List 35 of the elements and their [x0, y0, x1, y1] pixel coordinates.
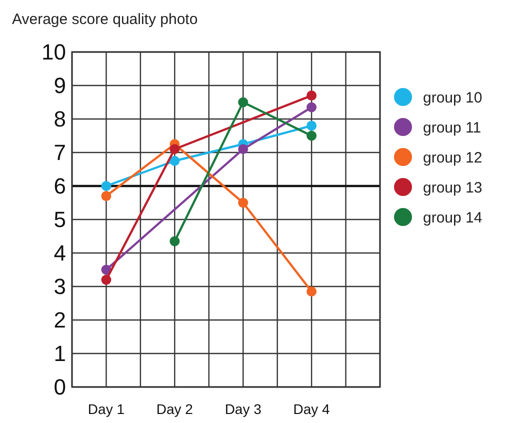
point	[170, 156, 180, 166]
y-tick-label: 5	[54, 207, 66, 232]
y-tick-label: 9	[54, 73, 66, 98]
point	[306, 286, 317, 297]
y-tick-label: 10	[42, 40, 66, 65]
x-tick-label: Day 1	[88, 401, 125, 417]
legend-label: group 12	[423, 149, 482, 166]
point	[238, 97, 248, 108]
point	[306, 120, 317, 131]
point	[238, 198, 248, 208]
chart-title: Average score quality photo	[12, 11, 198, 28]
point	[238, 144, 248, 154]
legend-label: group 14	[423, 209, 482, 226]
y-tick-label: 1	[54, 341, 66, 366]
y-tick-label: 6	[54, 174, 66, 199]
legend-label: group 11	[423, 119, 482, 136]
y-tick-label: 7	[54, 140, 66, 166]
point	[170, 236, 180, 246]
x-tick-label: Day 4	[293, 401, 330, 417]
point	[101, 274, 112, 285]
point	[101, 181, 112, 191]
y-tick-label: 4	[54, 240, 66, 266]
x-tick-label: Day 3	[224, 401, 262, 417]
legend-label: group 13	[423, 179, 482, 196]
y-tick-label: 3	[54, 274, 66, 300]
point	[306, 102, 317, 112]
y-tick-label: 2	[54, 308, 66, 333]
point	[306, 90, 317, 101]
x-tick-label: Day 2	[156, 401, 194, 417]
point	[170, 144, 180, 154]
legend-label: group 10	[423, 89, 482, 106]
y-tick-label: 0	[54, 374, 66, 400]
point	[306, 130, 317, 141]
point	[101, 191, 112, 202]
y-tick-label: 8	[54, 106, 66, 132]
